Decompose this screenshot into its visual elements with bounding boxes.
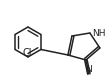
Text: NH: NH [92,29,105,38]
Text: Cl: Cl [22,48,32,58]
Text: N: N [86,65,92,74]
